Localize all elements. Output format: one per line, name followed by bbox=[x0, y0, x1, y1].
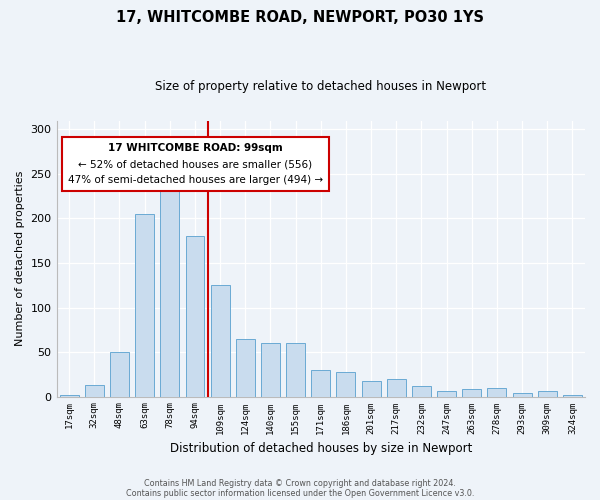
Bar bbox=[211, 286, 230, 397]
X-axis label: Distribution of detached houses by size in Newport: Distribution of detached houses by size … bbox=[170, 442, 472, 455]
Bar bbox=[311, 370, 330, 396]
Text: 17 WHITCOMBE ROAD: 99sqm: 17 WHITCOMBE ROAD: 99sqm bbox=[108, 143, 283, 153]
Bar bbox=[337, 372, 355, 396]
Bar bbox=[59, 395, 79, 396]
Text: 17, WHITCOMBE ROAD, NEWPORT, PO30 1YS: 17, WHITCOMBE ROAD, NEWPORT, PO30 1YS bbox=[116, 10, 484, 25]
Bar bbox=[563, 395, 582, 396]
Bar bbox=[236, 338, 255, 396]
Bar bbox=[185, 236, 205, 396]
Bar bbox=[362, 380, 380, 396]
Y-axis label: Number of detached properties: Number of detached properties bbox=[15, 171, 25, 346]
Text: Contains public sector information licensed under the Open Government Licence v3: Contains public sector information licen… bbox=[126, 488, 474, 498]
Bar bbox=[463, 388, 481, 396]
Bar bbox=[437, 391, 456, 396]
Bar bbox=[487, 388, 506, 396]
Bar bbox=[85, 385, 104, 396]
Bar bbox=[286, 343, 305, 396]
Bar bbox=[135, 214, 154, 396]
Text: ← 52% of detached houses are smaller (556): ← 52% of detached houses are smaller (55… bbox=[78, 159, 313, 169]
Bar bbox=[387, 378, 406, 396]
Bar bbox=[538, 391, 557, 396]
Bar bbox=[512, 393, 532, 396]
Bar bbox=[261, 343, 280, 396]
Text: Contains HM Land Registry data © Crown copyright and database right 2024.: Contains HM Land Registry data © Crown c… bbox=[144, 478, 456, 488]
Bar bbox=[412, 386, 431, 396]
FancyBboxPatch shape bbox=[62, 137, 329, 191]
Bar bbox=[110, 352, 129, 397]
Bar bbox=[160, 183, 179, 396]
Title: Size of property relative to detached houses in Newport: Size of property relative to detached ho… bbox=[155, 80, 487, 93]
Text: 47% of semi-detached houses are larger (494) →: 47% of semi-detached houses are larger (… bbox=[68, 175, 323, 185]
